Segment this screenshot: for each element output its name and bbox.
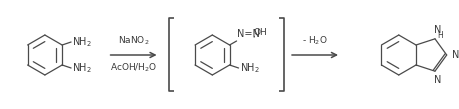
Text: NaNO$_2$: NaNO$_2$ (118, 35, 149, 47)
Text: N: N (451, 50, 459, 60)
Text: N: N (433, 75, 441, 85)
Text: AcOH/H$_2$O: AcOH/H$_2$O (110, 62, 157, 74)
Text: NH$_2$: NH$_2$ (239, 61, 259, 75)
Text: N=N: N=N (236, 29, 259, 39)
Text: H: H (436, 31, 442, 40)
Text: N: N (433, 25, 441, 35)
Text: OH: OH (253, 28, 267, 37)
Text: - H$_2$O: - H$_2$O (302, 35, 327, 47)
Text: NH$_2$: NH$_2$ (72, 35, 92, 49)
Text: ,: , (252, 30, 254, 39)
Text: NH$_2$: NH$_2$ (72, 61, 92, 75)
